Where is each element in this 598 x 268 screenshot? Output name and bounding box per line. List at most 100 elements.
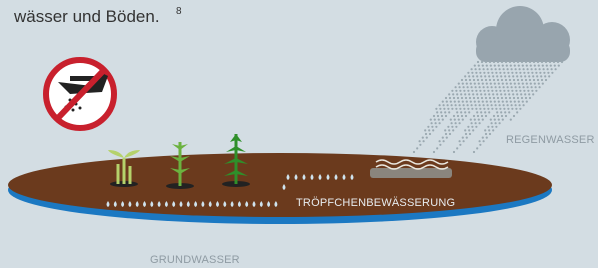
rain-drop bbox=[527, 72, 529, 74]
rain-drop bbox=[430, 119, 432, 121]
rain-drop bbox=[554, 65, 556, 67]
rain-drop bbox=[539, 86, 541, 88]
rain-drop bbox=[473, 115, 475, 117]
rain-drop bbox=[486, 101, 488, 103]
rain-drop bbox=[506, 65, 508, 67]
rain-drop bbox=[441, 115, 443, 117]
rain-drop bbox=[463, 108, 465, 110]
rain-drop bbox=[515, 68, 517, 70]
rain-drop bbox=[501, 79, 503, 81]
rain-drop bbox=[472, 93, 474, 95]
rain-drop bbox=[548, 75, 550, 77]
rain-drop bbox=[504, 111, 506, 113]
rain-drop bbox=[500, 75, 502, 77]
rain-drop bbox=[467, 108, 469, 110]
rain-drop bbox=[479, 90, 481, 92]
rain-drop bbox=[494, 83, 496, 85]
rain-drop bbox=[473, 79, 475, 81]
rain-drop bbox=[465, 133, 467, 135]
rain-drop bbox=[466, 137, 468, 139]
rain-drop bbox=[499, 122, 501, 124]
rain-drop bbox=[518, 65, 520, 67]
rain-drop bbox=[533, 61, 535, 63]
rain-drop bbox=[479, 144, 481, 146]
rain-drop bbox=[475, 104, 477, 106]
rain-drop bbox=[436, 111, 438, 113]
rain-drop bbox=[508, 75, 510, 77]
rain-drop bbox=[515, 90, 517, 92]
rain-drop bbox=[487, 90, 489, 92]
rain-drop bbox=[495, 72, 497, 74]
rain-drop bbox=[462, 137, 464, 139]
rain-drop bbox=[493, 115, 495, 117]
rain-drop bbox=[496, 93, 498, 95]
rain-drop bbox=[452, 93, 454, 95]
rain-drop bbox=[455, 104, 457, 106]
rain-drop bbox=[508, 93, 510, 95]
rain-drop bbox=[483, 72, 485, 74]
rain-drop bbox=[535, 72, 537, 74]
rain-drop bbox=[545, 79, 547, 81]
rain-drop bbox=[540, 75, 542, 77]
rain-drop bbox=[458, 101, 460, 103]
rain-drop bbox=[485, 115, 487, 117]
rain-drop bbox=[470, 119, 472, 121]
rain-drop bbox=[515, 86, 517, 88]
rain-drop bbox=[506, 101, 508, 103]
rain-drop bbox=[529, 97, 531, 99]
rain-drop bbox=[467, 104, 469, 106]
rain-drop bbox=[435, 126, 437, 128]
rain-drop bbox=[483, 86, 485, 88]
rain-drop bbox=[553, 61, 555, 63]
rain-drop bbox=[510, 101, 512, 103]
rain-drop bbox=[522, 101, 524, 103]
rain-drop bbox=[469, 133, 471, 135]
rain-drop bbox=[432, 129, 434, 131]
rain-drop bbox=[543, 72, 545, 74]
rain-drop bbox=[459, 122, 461, 124]
rain-drop bbox=[471, 126, 473, 128]
rain-drop bbox=[434, 119, 436, 121]
rain-drop bbox=[495, 122, 497, 124]
rain-drop bbox=[513, 97, 515, 99]
rain-drop bbox=[503, 86, 505, 88]
rain-drop bbox=[486, 65, 488, 67]
rain-drop bbox=[463, 86, 465, 88]
rain-drop bbox=[522, 83, 524, 85]
rain-drop bbox=[526, 83, 528, 85]
rain-drop bbox=[483, 104, 485, 106]
rain-drop bbox=[510, 119, 512, 121]
rain-drop bbox=[477, 79, 479, 81]
rain-drop bbox=[511, 72, 513, 74]
rain-drop bbox=[528, 93, 530, 95]
rain-drop bbox=[557, 61, 559, 63]
rain-drop bbox=[511, 86, 513, 88]
rain-drop bbox=[495, 68, 497, 70]
rain-drop bbox=[475, 90, 477, 92]
rain-drop bbox=[531, 68, 533, 70]
rain-drop bbox=[455, 122, 457, 124]
rain-drop bbox=[497, 115, 499, 117]
rain-drop bbox=[530, 65, 532, 67]
rain-drop bbox=[465, 97, 467, 99]
rain-drop bbox=[524, 75, 526, 77]
rain-drop bbox=[484, 75, 486, 77]
rain-drop bbox=[479, 72, 481, 74]
rain-drop bbox=[488, 75, 490, 77]
soil bbox=[8, 153, 552, 217]
rain-drop bbox=[495, 104, 497, 106]
rain-drop bbox=[507, 86, 509, 88]
rain-drop bbox=[521, 61, 523, 63]
rain-drop bbox=[485, 97, 487, 99]
rain-drop bbox=[448, 93, 450, 95]
rain-drop bbox=[463, 140, 465, 142]
rain-drop bbox=[549, 61, 551, 63]
rain-drop bbox=[496, 111, 498, 113]
rain-drop bbox=[502, 101, 504, 103]
rain-drop bbox=[519, 72, 521, 74]
rain-drop bbox=[474, 65, 476, 67]
rain-drop bbox=[526, 101, 528, 103]
rain-drop bbox=[490, 65, 492, 67]
rain-drop bbox=[509, 97, 511, 99]
rain-drop bbox=[479, 68, 481, 70]
